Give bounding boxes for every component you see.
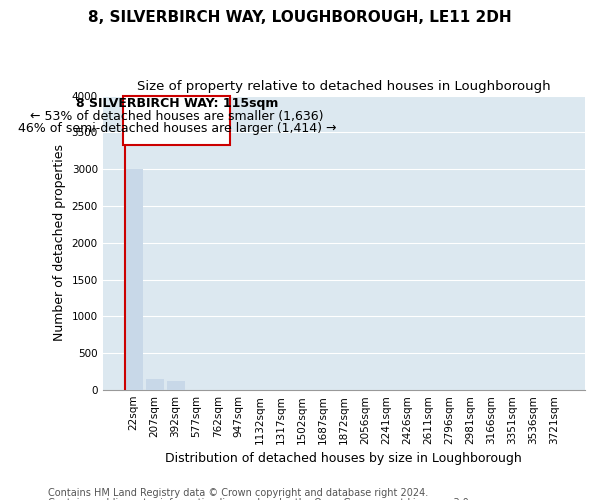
Text: 8, SILVERBIRCH WAY, LOUGHBOROUGH, LE11 2DH: 8, SILVERBIRCH WAY, LOUGHBOROUGH, LE11 2… xyxy=(88,10,512,25)
Text: ← 53% of detached houses are smaller (1,636): ← 53% of detached houses are smaller (1,… xyxy=(30,110,323,122)
Title: Size of property relative to detached houses in Loughborough: Size of property relative to detached ho… xyxy=(137,80,551,93)
Text: Contains HM Land Registry data © Crown copyright and database right 2024.: Contains HM Land Registry data © Crown c… xyxy=(48,488,428,498)
FancyBboxPatch shape xyxy=(124,96,230,145)
Text: Contains public sector information licensed under the Open Government Licence v3: Contains public sector information licen… xyxy=(48,498,472,500)
Y-axis label: Number of detached properties: Number of detached properties xyxy=(53,144,66,342)
Bar xyxy=(125,169,143,390)
Bar xyxy=(146,379,164,390)
Text: 8 SILVERBIRCH WAY: 115sqm: 8 SILVERBIRCH WAY: 115sqm xyxy=(76,97,278,110)
X-axis label: Distribution of detached houses by size in Loughborough: Distribution of detached houses by size … xyxy=(166,452,522,465)
Bar xyxy=(167,381,185,390)
Text: 46% of semi-detached houses are larger (1,414) →: 46% of semi-detached houses are larger (… xyxy=(17,122,336,135)
